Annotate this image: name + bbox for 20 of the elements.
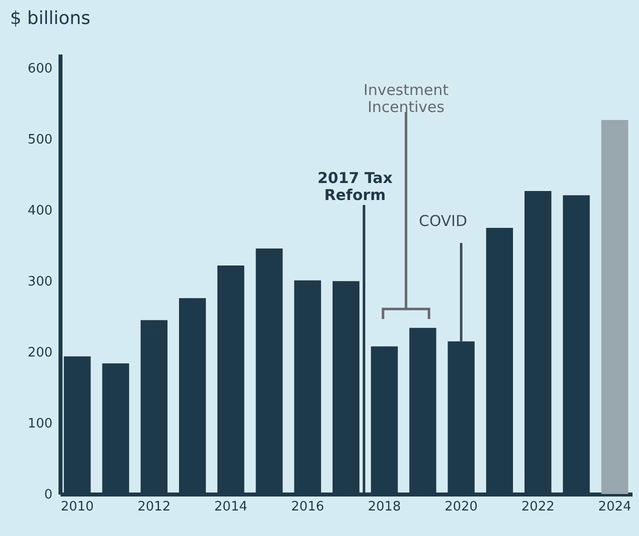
y-tick-label: 600 bbox=[28, 62, 52, 77]
x-tick-label: 2012 bbox=[138, 500, 171, 514]
chart-title: $ billions bbox=[10, 8, 90, 29]
x-tick-label: 2016 bbox=[291, 500, 324, 514]
annotation: COVID bbox=[418, 212, 468, 230]
bar bbox=[601, 120, 628, 494]
y-tick-label: 300 bbox=[28, 274, 52, 290]
y-tick-label: 500 bbox=[28, 132, 52, 148]
x-tick-label: 2022 bbox=[521, 500, 554, 514]
x-tick-label: 2024 bbox=[598, 500, 632, 514]
y-tick-label: 0 bbox=[44, 488, 52, 502]
y-tick-label: 100 bbox=[28, 416, 52, 432]
x-tick-label: 2018 bbox=[368, 500, 401, 514]
x-tick-label: 2020 bbox=[444, 500, 478, 514]
y-tick-label: 200 bbox=[28, 346, 52, 361]
annotation: 2017 Tax Reform bbox=[317, 169, 393, 204]
y-tick-label: 400 bbox=[28, 204, 52, 219]
x-tick-label: 2010 bbox=[60, 500, 94, 514]
x-tick-label: 2014 bbox=[214, 500, 248, 514]
annotation: Investment Incentives bbox=[364, 81, 449, 116]
